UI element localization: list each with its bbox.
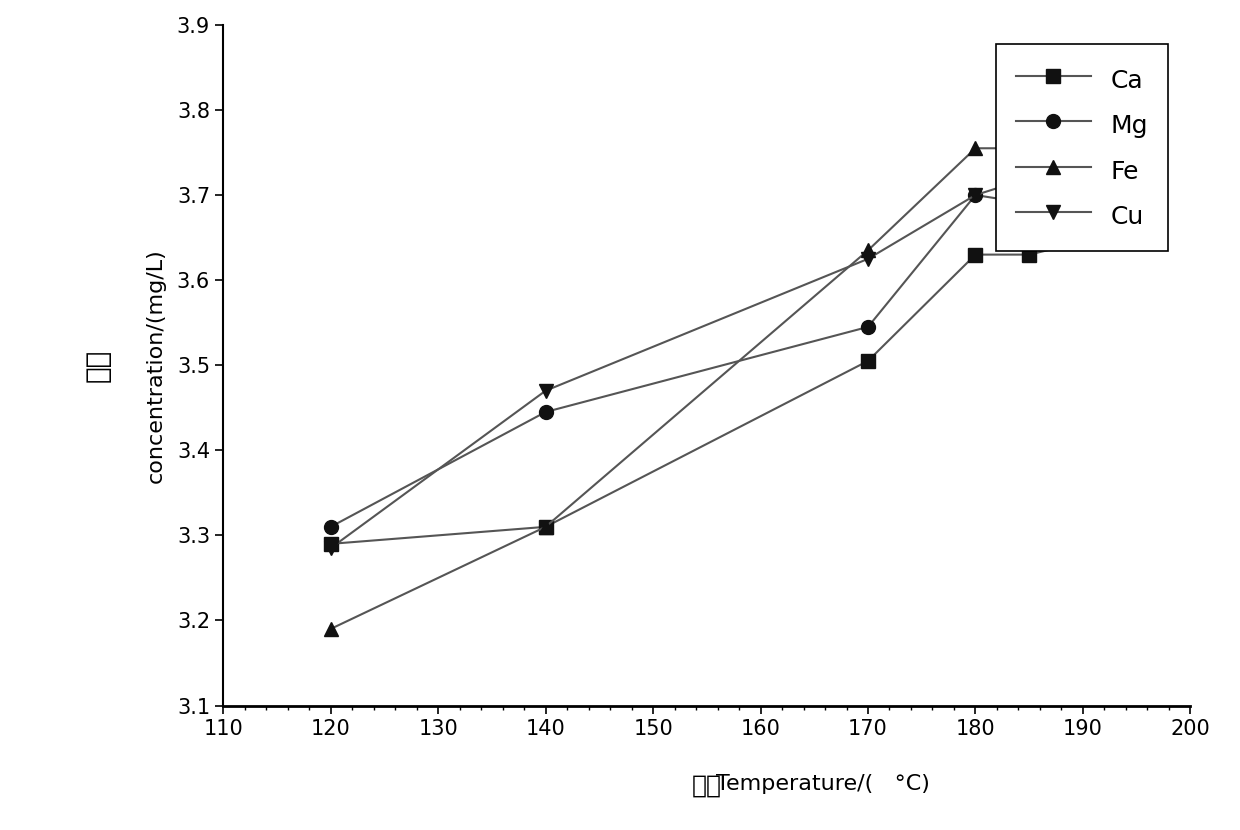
Line: Ca: Ca [324, 235, 1090, 551]
Line: Mg: Mg [324, 188, 1090, 534]
Fe [968, 144, 983, 154]
Cu [861, 254, 875, 264]
Legend: Ca, Mg, Fe, Cu: Ca, Mg, Fe, Cu [996, 44, 1168, 251]
Fe [324, 624, 339, 634]
Cu [538, 386, 553, 396]
X-axis label: Temperature/(   °C): Temperature/( °C) [715, 774, 930, 793]
Fe [1022, 144, 1037, 154]
Line: Fe: Fe [324, 137, 1090, 636]
Line: Cu: Cu [324, 171, 1090, 555]
Cu [968, 190, 983, 200]
Ca [968, 250, 983, 260]
Cu [1075, 173, 1090, 183]
Mg [1075, 198, 1090, 208]
Cu [1022, 173, 1037, 183]
Y-axis label: concentration/(mg/L): concentration/(mg/L) [145, 248, 166, 482]
Ca [861, 356, 875, 366]
Mg [538, 407, 553, 417]
Fe [861, 246, 875, 256]
Cu [324, 543, 339, 553]
Fe [538, 522, 553, 532]
Ca [1022, 250, 1037, 260]
Mg [1022, 198, 1037, 208]
Ca [538, 522, 553, 532]
Fe [1075, 139, 1090, 149]
Mg [324, 522, 339, 532]
Text: 浓度: 浓度 [83, 349, 112, 382]
Text: 温度: 温度 [692, 774, 722, 798]
Mg [968, 190, 983, 200]
Ca [1075, 237, 1090, 247]
Ca [324, 539, 339, 549]
Mg [861, 322, 875, 332]
